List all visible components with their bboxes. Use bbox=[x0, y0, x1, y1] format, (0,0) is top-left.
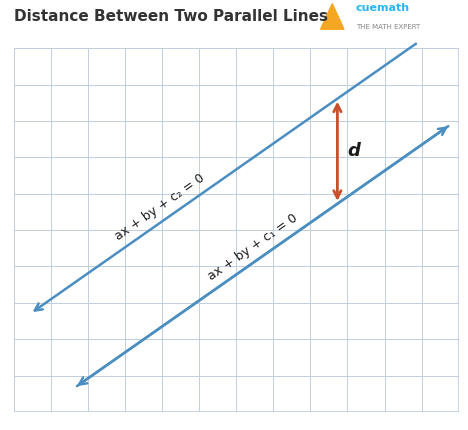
Text: THE MATH EXPERT: THE MATH EXPERT bbox=[356, 25, 420, 31]
Text: cuemath: cuemath bbox=[356, 3, 410, 13]
Text: d: d bbox=[347, 142, 360, 160]
Text: ax + by + c₂ = 0: ax + by + c₂ = 0 bbox=[113, 171, 207, 243]
Polygon shape bbox=[321, 3, 344, 29]
Text: ax + by + c₁ = 0: ax + by + c₁ = 0 bbox=[205, 211, 300, 283]
Text: Distance Between Two Parallel Lines: Distance Between Two Parallel Lines bbox=[14, 9, 328, 24]
